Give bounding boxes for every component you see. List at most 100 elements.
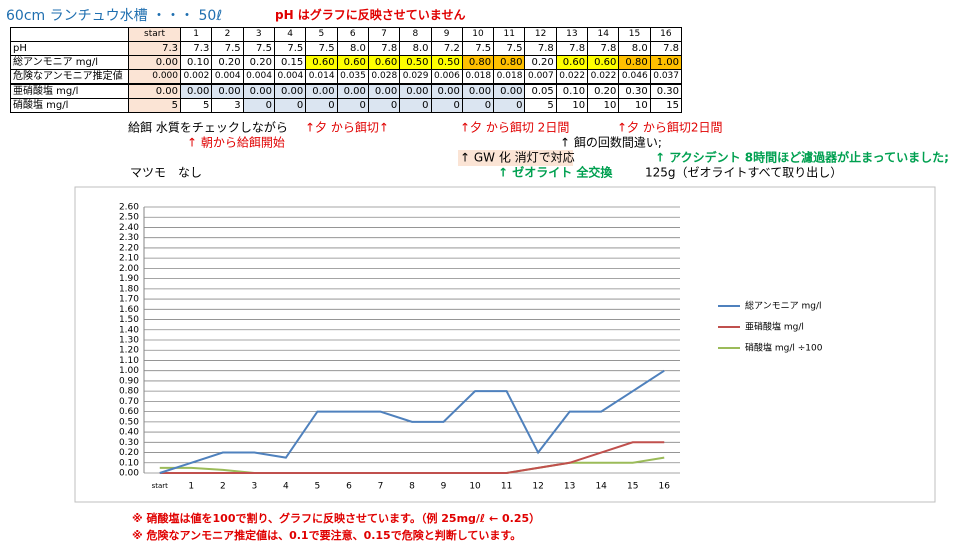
y-tick-label: 2.40	[119, 223, 139, 233]
table-cell: 0.60	[367, 55, 401, 70]
table-cell: 0.00	[399, 83, 432, 99]
table-cell: 10	[587, 98, 620, 113]
y-tick-label: 1.90	[119, 274, 139, 284]
table-row: pH 7.3 7.3 7.5 7.5 7.5 7.5 8.0 7.8 8.0 7.2 7.5 7.5 7.…	[10, 41, 683, 56]
y-tick-label: 0.10	[119, 458, 139, 468]
y-tick-label: 2.10	[119, 254, 139, 264]
table-cell: 0.30	[649, 83, 683, 99]
x-tick-label: 9	[441, 482, 447, 492]
table-cell: 0.00	[493, 83, 526, 99]
table-cell: 0.80	[461, 55, 495, 70]
table-cell: 10	[555, 98, 589, 113]
y-tick-label: 2.20	[119, 243, 139, 253]
y-tick-label: 1.70	[119, 295, 139, 305]
y-tick-label: 1.10	[119, 356, 139, 366]
column-header: 11	[493, 27, 526, 42]
x-tick-label: 16	[659, 482, 671, 492]
x-tick-label: 15	[627, 482, 638, 492]
x-tick-label: 11	[501, 482, 512, 492]
table-cell: 0.00	[179, 83, 213, 99]
x-tick-label: 7	[378, 482, 384, 492]
table-cell: 0.00	[336, 83, 369, 99]
table-cell: 0.60	[336, 55, 369, 70]
x-tick-label: 3	[251, 482, 257, 492]
data-table: start 1 2 3 4 5 6 7 8 9 10 11 12 13 14 15 16 pH 7.3 7.3 7.5 7…	[10, 27, 683, 113]
table-cell: 3	[211, 98, 244, 113]
annotation: ↑ ゼオライト 全交換	[498, 165, 613, 180]
table-cell: 0.60	[555, 55, 589, 70]
annotation: ↑夕 から餌切↑	[305, 120, 389, 135]
annotation: ↑夕 から餌切 2日間	[460, 120, 569, 135]
y-tick-label: 1.50	[119, 315, 139, 325]
annotation: マツモ なし	[130, 166, 202, 180]
series-line	[159, 369, 665, 474]
y-tick-label: 1.60	[119, 305, 139, 315]
series-line	[159, 441, 665, 474]
table-cell: 0	[305, 98, 338, 113]
table-row: 危険なアンモニア推定値 0.000 0.002 0.004 0.004 0.004 0.01…	[10, 69, 683, 85]
x-tick-label: 5	[315, 482, 321, 492]
legend-label: 亜硝酸塩 mg/l	[745, 321, 804, 333]
table-cell: 0.00	[128, 55, 181, 70]
y-tick-label: 1.80	[119, 284, 139, 294]
table-cell: 0.00	[367, 83, 401, 99]
table-cell: 0.10	[179, 55, 213, 70]
table-row: 総アンモニア mg/l 0.00 0.10 0.20 0.20 0.15 0.60 0.60 0…	[10, 55, 683, 70]
table-cell: 0.037	[649, 69, 683, 85]
x-tick-label: 2	[220, 482, 226, 492]
annotation: ↑ 朝から給餌開始	[187, 135, 285, 150]
y-tick-label: 1.00	[119, 366, 139, 376]
table-cell: 0.20	[524, 55, 557, 70]
x-tick-label: 1	[188, 482, 194, 492]
annotation: 給餌 水質をチェックしながら	[128, 120, 288, 135]
y-tick-label: 0.80	[119, 387, 139, 397]
x-tick-label: start	[152, 482, 169, 490]
table-cell: 0	[493, 98, 526, 113]
sheet-title: 60cm ランチュウ水槽 ・・・ 50ℓ	[6, 8, 223, 24]
table-cell: 0	[273, 98, 307, 113]
x-tick-label: 14	[595, 482, 607, 492]
table-row: 硝酸塩 mg/l 5 5 3 0 0 0 0 0 0 0 0 0 5 10 10 10 15	[10, 98, 683, 113]
table-cell: 0.00	[305, 83, 338, 99]
legend-label: 総アンモニア mg/l	[745, 300, 822, 312]
annotation: ↑夕 から餌切2日間	[617, 120, 723, 135]
y-tick-label: 0.40	[119, 428, 139, 438]
table-cell: 0.60	[305, 55, 338, 70]
y-tick-label: 0.60	[119, 407, 139, 417]
footnote: ※ 危険なアンモニア推定値は、0.1で要注意、0.15で危険と判断しています。	[132, 528, 521, 542]
annotation: ↑ アクシデント 8時間ほど濾過器が止まっていました;	[655, 150, 949, 165]
x-tick-label: 4	[283, 482, 289, 492]
row-label: 硝酸塩 mg/l	[10, 98, 129, 113]
x-tick-label: 6	[346, 482, 352, 492]
table-cell: 5	[128, 98, 181, 113]
table-cell: 0.00	[211, 83, 244, 99]
y-tick-label: 2.60	[119, 203, 139, 213]
table-cell: 0	[399, 98, 432, 113]
table-cell: 1.00	[649, 55, 683, 70]
table-cell: 15	[649, 98, 683, 113]
table-cell: 0	[367, 98, 401, 113]
table-cell: 0.00	[461, 83, 495, 99]
x-tick-label: 8	[409, 482, 415, 492]
sheet-note: pH はグラフに反映させていません	[275, 8, 466, 22]
legend-label: 硝酸塩 mg/l ÷100	[745, 342, 823, 354]
table-cell: 0.00	[273, 83, 307, 99]
y-tick-label: 0.30	[119, 438, 139, 448]
y-tick-label: 1.20	[119, 346, 139, 356]
y-tick-label: 2.00	[119, 264, 139, 274]
y-tick-label: 2.50	[119, 213, 139, 223]
y-tick-label: 1.30	[119, 336, 139, 346]
annotation: ↑ GW 化 消灯で対応	[460, 151, 575, 165]
x-tick-label: 13	[564, 482, 575, 492]
y-tick-label: 2.30	[119, 233, 139, 243]
table-cell: 10	[618, 98, 651, 113]
x-tick-label: 10	[469, 482, 481, 492]
annotation-highlight	[458, 150, 573, 166]
y-tick-label: 1.40	[119, 325, 139, 335]
table-cell: 0	[336, 98, 369, 113]
table-cell: 0.50	[430, 55, 463, 70]
table-cell: 0.80	[493, 55, 526, 70]
x-tick-label: 12	[532, 482, 543, 492]
